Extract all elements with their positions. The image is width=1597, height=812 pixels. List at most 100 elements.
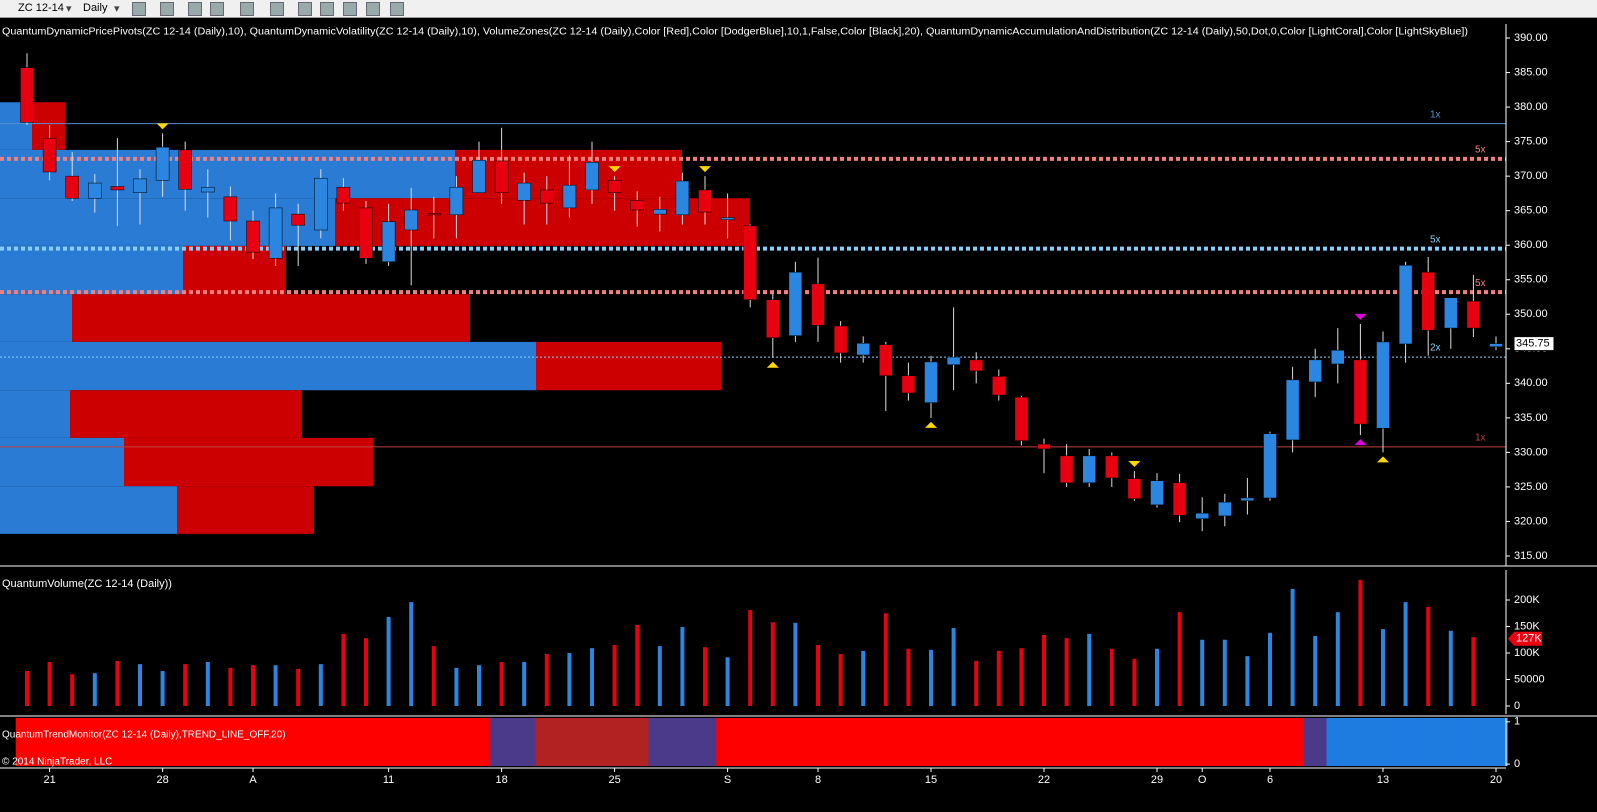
candle-body bbox=[856, 343, 870, 356]
candle-body bbox=[517, 182, 531, 201]
trend-segment bbox=[829, 718, 853, 766]
chart-style-button[interactable] bbox=[132, 2, 146, 16]
x-tick-label: 28 bbox=[156, 774, 168, 786]
volume-bar bbox=[1426, 606, 1431, 707]
indicator-button[interactable] bbox=[343, 2, 357, 16]
candle-body bbox=[1037, 443, 1051, 450]
volume-zone-sell bbox=[70, 390, 302, 438]
x-tick-label: 18 bbox=[495, 774, 507, 786]
candle-body bbox=[427, 213, 441, 216]
candle-body bbox=[1082, 455, 1096, 484]
volume-bar bbox=[409, 602, 414, 707]
y-tick-label: 315.00 bbox=[1514, 550, 1548, 562]
search-button[interactable] bbox=[270, 2, 284, 16]
trend-segment bbox=[399, 718, 423, 766]
trend-segment bbox=[761, 718, 785, 766]
symbol-selector[interactable]: ZC 12-14 bbox=[18, 2, 64, 14]
volume-bar bbox=[725, 657, 730, 707]
candle-body bbox=[743, 225, 757, 301]
trend-segment bbox=[625, 718, 649, 766]
interval-selector[interactable]: Daily bbox=[83, 2, 108, 14]
candle-body bbox=[472, 160, 486, 193]
chart: 1x 5x 5x 5x 2x 1x 315.00 320.00 325.00 330.00 335.… bbox=[0, 18, 1597, 812]
x-tick-label: 13 bbox=[1377, 774, 1389, 786]
y-tick-label: 390.00 bbox=[1514, 32, 1548, 44]
trend-segment bbox=[851, 718, 875, 766]
y-tick-label: 360.00 bbox=[1514, 239, 1548, 251]
strategy-button[interactable] bbox=[320, 2, 334, 16]
pointer-button[interactable] bbox=[240, 2, 254, 16]
trend-segment bbox=[1010, 718, 1034, 766]
volume-zone-sell bbox=[72, 294, 470, 342]
volume-bar bbox=[861, 650, 866, 707]
candle-body bbox=[449, 186, 464, 216]
trend-segment bbox=[738, 718, 762, 766]
candle-body bbox=[381, 221, 396, 263]
trend-segment bbox=[422, 718, 446, 766]
y-tick-label: 340.00 bbox=[1514, 377, 1548, 389]
pivot-marker bbox=[608, 166, 621, 173]
candle-body bbox=[653, 209, 667, 215]
volume-bar bbox=[1109, 648, 1114, 707]
y-tick-label: 50000 bbox=[1514, 673, 1545, 685]
x-tick-label: 22 bbox=[1038, 774, 1050, 786]
trend-segment bbox=[83, 718, 107, 766]
pivot-marker bbox=[1128, 461, 1141, 468]
volume-zone-sell bbox=[124, 437, 373, 487]
level-label: 5x bbox=[1475, 278, 1486, 289]
volume-bar bbox=[816, 645, 820, 707]
volume-bar bbox=[115, 660, 120, 707]
x-tick-label: S bbox=[724, 774, 731, 786]
y-tick-label: 150K bbox=[1514, 620, 1540, 632]
pivot-marker bbox=[699, 166, 711, 173]
trend-segment bbox=[1326, 718, 1350, 766]
volume-bar bbox=[1290, 588, 1295, 707]
candle-body bbox=[291, 213, 305, 226]
trend-segment bbox=[445, 718, 469, 766]
level-label: 1x bbox=[1430, 109, 1441, 120]
volume-bar bbox=[929, 649, 933, 707]
trend-segment bbox=[309, 718, 333, 766]
candle-body bbox=[992, 376, 1006, 396]
volume-bar bbox=[364, 638, 368, 707]
y-tick-label: 350.00 bbox=[1514, 308, 1548, 320]
volume-bar bbox=[567, 653, 572, 707]
bars-button[interactable] bbox=[298, 2, 312, 16]
y-tick-label: 100K bbox=[1514, 647, 1540, 659]
trend-segment bbox=[219, 718, 243, 766]
volume-bar bbox=[1335, 612, 1340, 707]
zoom-in-button[interactable] bbox=[188, 2, 202, 16]
y-tick-label: 385.00 bbox=[1514, 66, 1548, 78]
volume-zone-sell bbox=[183, 245, 286, 295]
level-label: 2x bbox=[1430, 343, 1441, 354]
level-label: 1x bbox=[1475, 433, 1486, 444]
candle-body bbox=[1172, 482, 1187, 516]
volume-bar bbox=[296, 668, 301, 707]
volume-zone-buy bbox=[0, 341, 536, 391]
x-tick-label: 20 bbox=[1490, 774, 1502, 786]
candle-body bbox=[879, 344, 893, 376]
y-tick-label: 365.00 bbox=[1514, 205, 1548, 217]
draw-button[interactable] bbox=[160, 2, 174, 16]
trend-segment bbox=[106, 718, 130, 766]
x-tick-label: 8 bbox=[815, 774, 821, 786]
last-value-label: 127K bbox=[1516, 633, 1542, 645]
trend-segment bbox=[60, 718, 84, 766]
pivot-marker bbox=[1354, 439, 1367, 446]
candle-body bbox=[1398, 264, 1413, 345]
volume-bar bbox=[1471, 637, 1476, 707]
zoom-out-button[interactable] bbox=[210, 2, 224, 16]
candle-body bbox=[901, 375, 916, 394]
orders-button[interactable] bbox=[366, 2, 380, 16]
candle-body bbox=[155, 146, 170, 181]
trend-segment bbox=[173, 718, 197, 766]
properties-button[interactable] bbox=[390, 2, 404, 16]
y-tick-label: 200K bbox=[1514, 594, 1540, 606]
trend-segment bbox=[987, 718, 1011, 766]
candle-body bbox=[223, 196, 238, 222]
dropdown-arrow: ▾ bbox=[114, 3, 120, 15]
candle-body bbox=[1195, 512, 1209, 519]
volume-bar bbox=[273, 665, 278, 707]
candle-body bbox=[946, 356, 961, 365]
trend-segment bbox=[490, 718, 514, 766]
